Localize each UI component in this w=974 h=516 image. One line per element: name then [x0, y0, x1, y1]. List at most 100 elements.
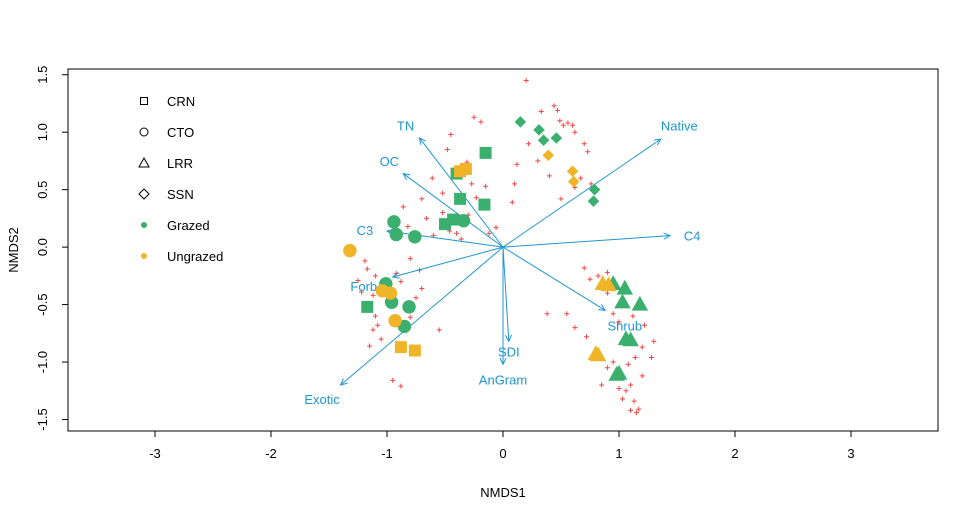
- vector-label: Native: [661, 118, 698, 133]
- species-point: [581, 141, 587, 147]
- species-point: [651, 338, 657, 344]
- site-point-square: [454, 192, 467, 205]
- legend: CRN CTO LRR SSN Grazed Ungrazed: [138, 94, 223, 264]
- species-point: [469, 181, 475, 187]
- species-point: [413, 295, 419, 301]
- species-point: [390, 377, 396, 383]
- legend-circle-symbol: [139, 127, 149, 137]
- x-tick-label: 3: [847, 446, 854, 461]
- species-point: [362, 258, 368, 264]
- x-tick-label: 1: [615, 446, 622, 461]
- vector-label: AnGram: [479, 372, 527, 387]
- species-point: [564, 311, 570, 317]
- species-point: [405, 223, 411, 229]
- y-tick-label: -1.5: [35, 408, 50, 430]
- vector-arrowhead: [598, 304, 607, 311]
- vector-label: SDI: [498, 345, 520, 360]
- vector-line: [502, 235, 671, 248]
- species-point: [616, 385, 622, 391]
- site-point-triangle: [631, 295, 649, 311]
- species-point: [423, 215, 429, 221]
- species-point: [419, 196, 425, 202]
- species-point: [526, 141, 532, 147]
- x-axis-title: NMDS1: [480, 485, 526, 500]
- species-point: [364, 266, 370, 272]
- species-point: [558, 196, 564, 202]
- y-tick-label: 1.5: [35, 66, 50, 84]
- vector-line: [502, 138, 662, 248]
- y-tick-label: -0.5: [35, 293, 50, 315]
- site-point-square: [439, 218, 451, 231]
- species-point: [619, 396, 625, 402]
- species-point: [493, 225, 499, 231]
- species-point: [407, 256, 413, 262]
- vector-arrowhead: [418, 137, 426, 145]
- species-point: [570, 122, 576, 128]
- site-point-diamond: [566, 165, 579, 178]
- y-tick-label: 0.0: [35, 238, 50, 256]
- site-point-circle: [388, 313, 402, 328]
- species-point: [355, 277, 361, 283]
- species-point: [623, 388, 629, 394]
- legend-item: Grazed: [141, 218, 210, 233]
- species-point: [398, 383, 404, 389]
- legend-item: LRR: [138, 156, 193, 171]
- site-point-square: [408, 344, 421, 357]
- species-point: [486, 230, 492, 236]
- site-point-diamond: [537, 134, 550, 147]
- species-point: [587, 276, 593, 282]
- vector-label: C4: [684, 229, 701, 244]
- species-point: [398, 279, 404, 285]
- species-point: [358, 289, 364, 295]
- species-point: [572, 129, 578, 135]
- y-axis: -1.5 -1.0 -0.5 0.0 0.5 1.0 1.5: [35, 66, 69, 431]
- species-point: [585, 149, 591, 155]
- species-point: [370, 327, 376, 333]
- species-point: [483, 183, 489, 189]
- species-point: [584, 334, 590, 340]
- vector-arrowhead: [663, 232, 672, 240]
- site-point-triangle: [608, 365, 625, 381]
- legend-item: Ungrazed: [141, 249, 223, 264]
- site-point-triangle: [616, 279, 634, 295]
- species-point: [473, 195, 479, 201]
- vector-line: [502, 247, 510, 342]
- species-point: [639, 373, 645, 379]
- species-point: [375, 322, 381, 328]
- species-point: [633, 410, 639, 416]
- site-point-diamond: [587, 195, 600, 207]
- legend-square-symbol: [140, 97, 148, 105]
- vector-line: [340, 246, 504, 386]
- site-point-circle: [389, 227, 403, 242]
- legend-label: Grazed: [167, 218, 210, 233]
- species-point: [400, 204, 406, 210]
- x-tick-label: -2: [265, 446, 277, 461]
- species-point: [471, 114, 477, 120]
- site-point-circle: [387, 215, 401, 229]
- species-point: [639, 344, 645, 350]
- species-point: [632, 354, 638, 360]
- species-point: [440, 210, 446, 216]
- site-point-circle: [408, 230, 422, 244]
- species-point: [636, 406, 642, 412]
- species-point: [625, 361, 631, 367]
- species-point: [378, 336, 384, 342]
- species-point: [444, 146, 450, 152]
- species-point: [588, 181, 594, 187]
- environmental-vectors: TN OC Native C3 C4 Forb Shrub SDI AnGram Exotic: [304, 118, 700, 407]
- species-point: [630, 313, 636, 319]
- species-point: [436, 327, 442, 333]
- species-point: [372, 273, 378, 279]
- vector-line: [419, 137, 504, 248]
- site-point-triangle: [589, 346, 607, 362]
- vector-arrowhead: [504, 334, 512, 343]
- species-point: [631, 398, 637, 404]
- species-point: [604, 290, 610, 296]
- species-point: [538, 109, 544, 115]
- species-points: [355, 77, 657, 416]
- x-axis: -3 -2 -1 0 1 2 3: [149, 430, 855, 461]
- site-point-triangle: [600, 276, 617, 292]
- vector-label: Exotic: [304, 392, 340, 407]
- species-point: [565, 120, 571, 126]
- species-point: [578, 175, 584, 181]
